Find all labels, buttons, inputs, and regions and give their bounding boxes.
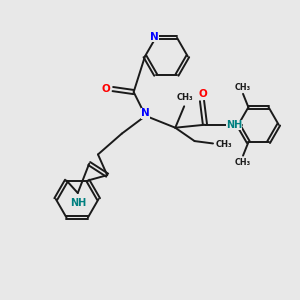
Text: CH₃: CH₃ (235, 158, 251, 167)
Text: O: O (198, 89, 207, 99)
Text: NH: NH (226, 120, 242, 130)
Text: CH₃: CH₃ (176, 94, 193, 103)
Text: N: N (150, 32, 158, 42)
Text: CH₃: CH₃ (216, 140, 232, 149)
Text: CH₃: CH₃ (235, 82, 251, 91)
Text: N: N (141, 108, 150, 118)
Text: NH: NH (70, 197, 86, 208)
Text: O: O (102, 84, 111, 94)
